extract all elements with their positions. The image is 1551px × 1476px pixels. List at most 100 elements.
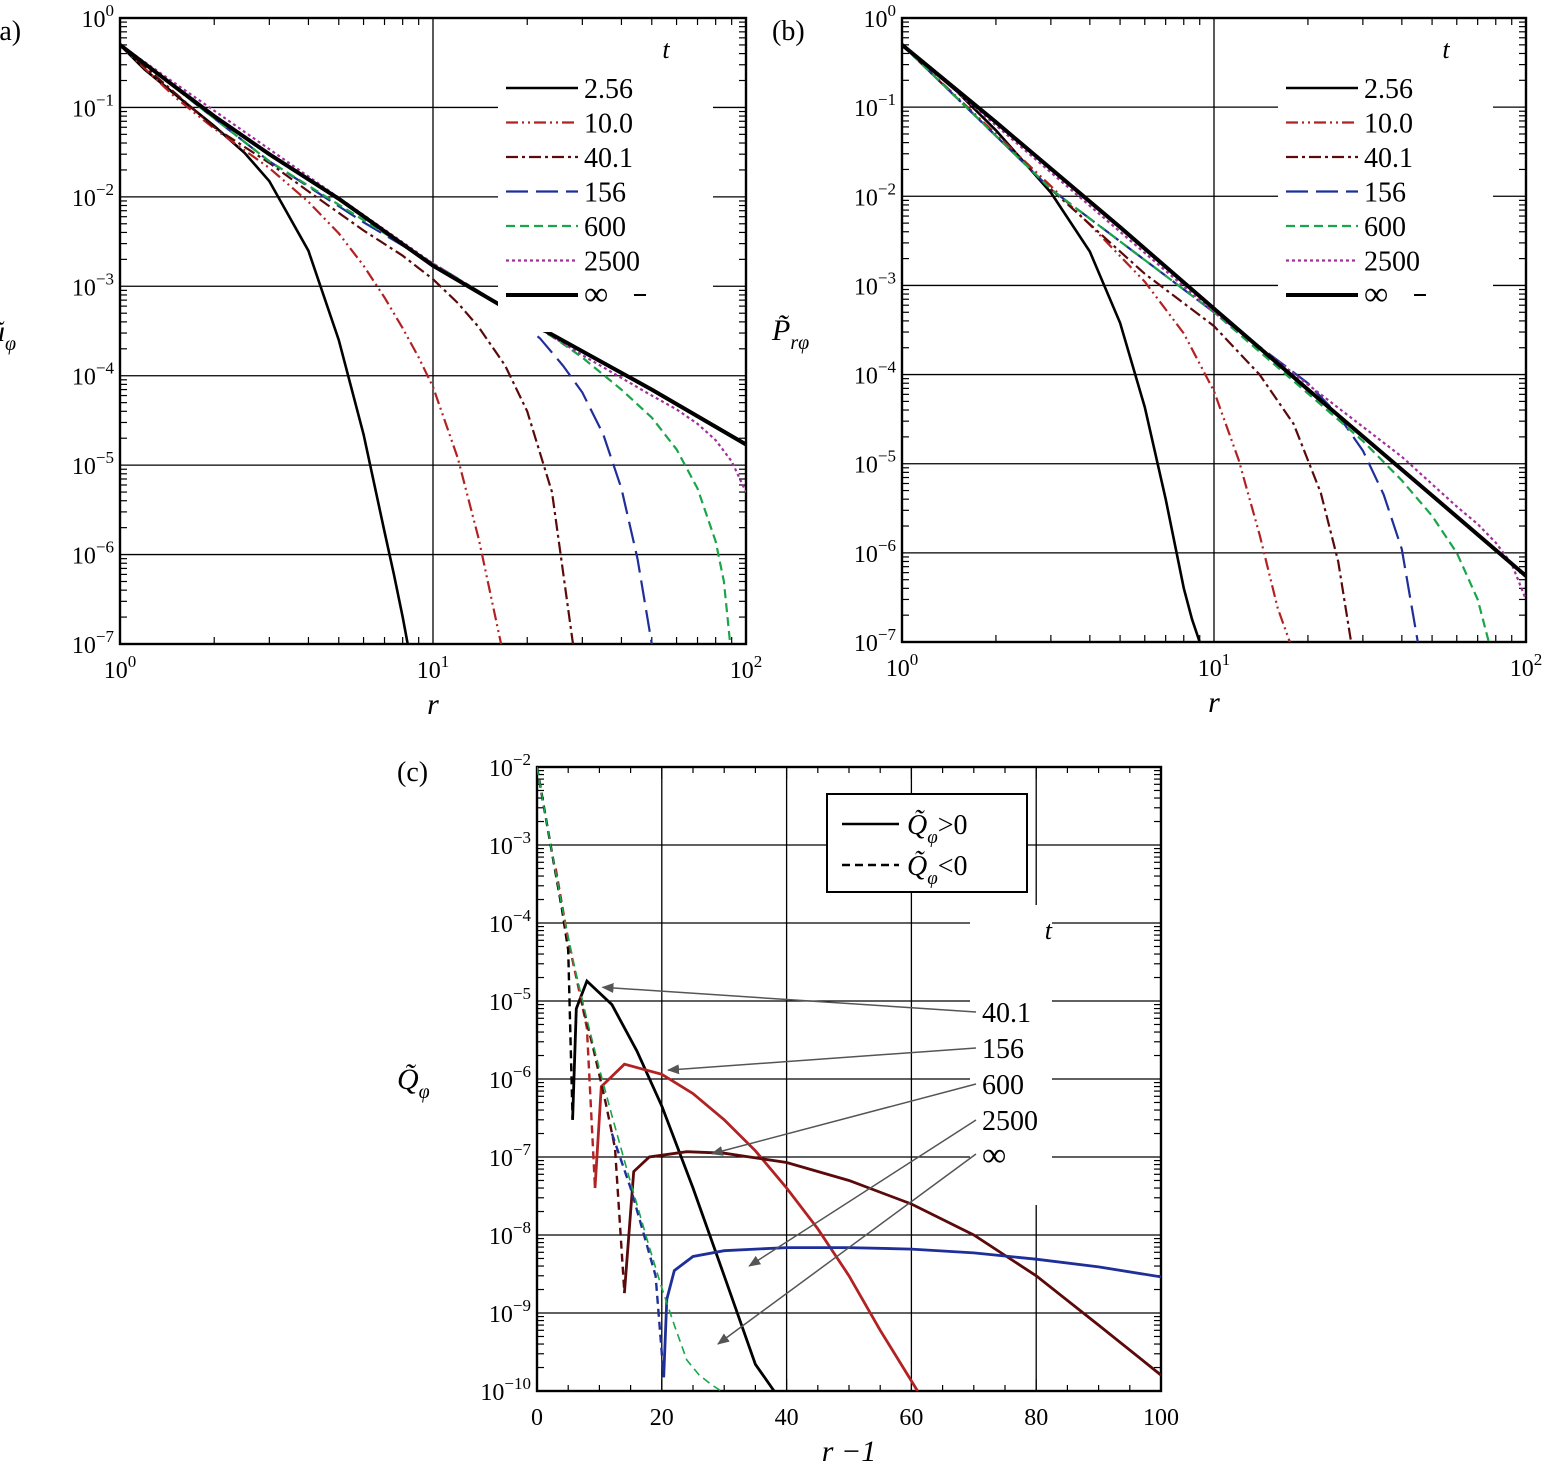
series-negative-600 [579, 997, 626, 1294]
y-tick-label: 10−5 [854, 447, 896, 479]
y-tick-label: 10−9 [489, 1296, 531, 1328]
legend-label: ∞ [584, 276, 608, 313]
panel-label: (c) [397, 757, 428, 788]
y-tick-label: 10−3 [72, 269, 114, 301]
y-tick-label: 10−5 [489, 984, 531, 1016]
y-tick-label: 10−8 [489, 1218, 531, 1250]
x-tick-label: 20 [650, 1405, 674, 1431]
legend-label: Q̃φ<0 [907, 851, 968, 889]
annotation-arrow [748, 1119, 977, 1267]
y-tick-label: 10−4 [489, 906, 532, 938]
annotation-background [970, 905, 1052, 1205]
annotation-label: 156 [982, 1034, 1024, 1065]
y-tick-label: 10−5 [72, 448, 114, 480]
x-axis-label: r [427, 688, 439, 721]
legend: Q̃φ>0Q̃φ<0 [826, 793, 1028, 893]
panel-a: 100 101 102 100 10−1 10−2 10−3 10−4 10−5 10−6 10−7… [0, 1, 762, 721]
y-tick-label: 10−1 [854, 90, 896, 122]
series-group [120, 43, 746, 644]
x-tick-label: 40 [775, 1405, 799, 1431]
y-tick-label: 100 [864, 1, 897, 33]
y-axis-label: ũφ [0, 315, 16, 355]
y-tick-label: 10−7 [854, 625, 897, 657]
y-tick-label: 10−2 [489, 750, 531, 782]
legend-label: 10.0 [584, 109, 633, 140]
x-tick-label: 100 [1143, 1405, 1179, 1431]
legend-label: 2500 [1364, 247, 1420, 278]
y-tick-label: 10−4 [72, 359, 115, 391]
x-axis-label: r [1208, 686, 1220, 719]
x-tick-label: 80 [1024, 1405, 1048, 1431]
plot-frame [900, 16, 1528, 644]
series-positive-600 [623, 1150, 1161, 1377]
y-tick-label: 10−4 [854, 358, 897, 390]
y-tick-label: 10−6 [489, 1062, 531, 1094]
legend-label: 2.56 [584, 74, 633, 105]
legend-label: 156 [1364, 178, 1406, 209]
x-tick-label: 101 [1198, 650, 1231, 682]
legend-label: 40.1 [1364, 143, 1413, 174]
y-tick-label: 10−6 [72, 538, 114, 570]
plot-frame [118, 16, 748, 646]
y-tick-label: 10−7 [489, 1140, 532, 1172]
y-tick-label: 10−3 [854, 268, 896, 300]
y-tick-label: 10−7 [72, 627, 115, 659]
series-line-156 [120, 44, 653, 644]
x-tick-label: 60 [899, 1405, 923, 1431]
series-line-∞ [902, 43, 1526, 578]
plot-frame [535, 765, 1163, 1393]
annotation-arrow [717, 1153, 977, 1345]
series-line-∞ [120, 43, 746, 447]
series-negative-40.1 [537, 767, 574, 1120]
x-axis-label: r −1 [822, 1435, 876, 1468]
series-line-10.0 [120, 44, 503, 644]
legend-label: 10.0 [1364, 109, 1413, 140]
x-tick-label: 100 [104, 652, 137, 684]
annotation-arrow [601, 983, 977, 1013]
legend-label: 40.1 [584, 143, 633, 174]
y-tick-label: 10−3 [489, 828, 531, 860]
y-tick-label: 10−2 [72, 180, 114, 212]
legend-title: t [1442, 35, 1450, 64]
annotation-label: 600 [982, 1070, 1024, 1101]
annotation-label: ∞ [982, 1137, 1006, 1174]
legend-box [826, 793, 1028, 893]
legend-label: 156 [584, 178, 626, 209]
legend-label: 600 [1364, 212, 1406, 243]
series-positive-156 [593, 1062, 919, 1391]
annotation-label: 2500 [982, 1106, 1038, 1137]
x-tick-label: 102 [730, 652, 763, 684]
legend-background [1278, 32, 1493, 332]
x-tick-label: 0 [531, 1405, 543, 1431]
y-tick-label: 10−2 [854, 179, 896, 211]
x-tick-label: 102 [1510, 650, 1543, 682]
panel-b: 100 101 102 100 10−1 10−2 10−3 10−4 10−5 10−6 10−7… [771, 1, 1542, 719]
legend-label: Q̃φ>0 [907, 810, 968, 848]
series-line-40.1 [902, 44, 1353, 642]
panel-label: (a) [0, 16, 21, 47]
series-line-40.1 [120, 44, 575, 644]
annotations: t 40.1 156 600 2500∞ [601, 905, 1053, 1345]
x-tick-label: 100 [886, 650, 919, 682]
series-positive-2500 [662, 1246, 1161, 1378]
series-line-10.0 [902, 44, 1291, 642]
y-tick-label: 10−1 [72, 90, 114, 122]
y-tick-label: 100 [82, 1, 115, 33]
legend-background [498, 32, 713, 332]
series-line-2.56 [902, 43, 1201, 642]
series-negative-∞ [537, 767, 722, 1391]
panel-c: 0 20 40 60 80 100 10−2 10−3 10−4 10−5 10−6 10−7 10−8… [397, 750, 1179, 1468]
legend-label: 2500 [584, 247, 640, 278]
legend-title: t [662, 35, 670, 64]
series-group [537, 767, 1161, 1391]
annotation-arrow [667, 1047, 977, 1075]
series-group [902, 43, 1526, 642]
x-tick-label: 101 [417, 652, 450, 684]
legend-label: ∞ [1364, 276, 1388, 313]
legend-label: 2.56 [1364, 74, 1413, 105]
y-axis-label: Q̃φ [397, 1063, 430, 1103]
annotation-title: t [1045, 916, 1053, 945]
panel-label: (b) [772, 16, 805, 47]
